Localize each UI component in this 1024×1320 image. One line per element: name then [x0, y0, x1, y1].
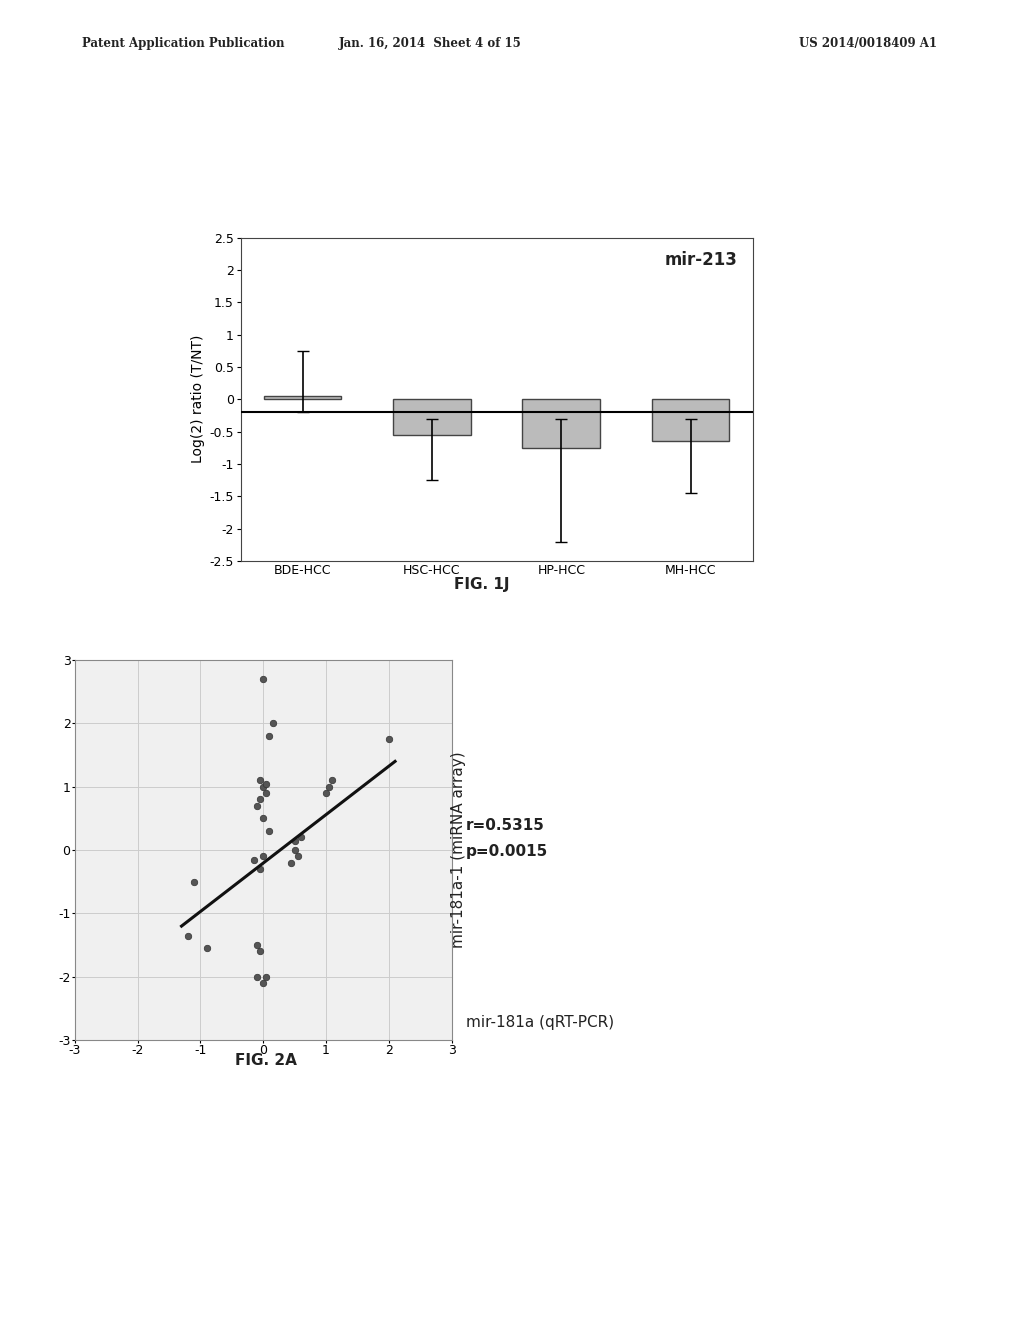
Text: r=0.5315: r=0.5315 [466, 817, 545, 833]
Point [258, 966, 274, 987]
Bar [393, 400, 471, 434]
Point [252, 858, 268, 879]
Point [255, 808, 271, 829]
Point [287, 840, 303, 861]
Text: FIG. 2A: FIG. 2A [236, 1053, 297, 1068]
Point [293, 826, 309, 847]
Text: Patent Application Publication: Patent Application Publication [82, 37, 285, 50]
Point [261, 726, 278, 747]
Point [179, 925, 196, 946]
Text: mir-213: mir-213 [665, 251, 737, 268]
Text: p=0.0015: p=0.0015 [466, 843, 548, 859]
Text: mir-181a (qRT-PCR): mir-181a (qRT-PCR) [466, 1015, 614, 1031]
Bar [652, 400, 729, 441]
Y-axis label: Log(2) ratio (T/NT): Log(2) ratio (T/NT) [191, 335, 205, 463]
Point [255, 846, 271, 867]
Point [324, 770, 340, 791]
Text: mir-181a-1 (miRNA array): mir-181a-1 (miRNA array) [452, 752, 466, 948]
Point [258, 783, 274, 804]
Point [252, 941, 268, 962]
Point [255, 973, 271, 994]
Point [255, 668, 271, 689]
Point [261, 821, 278, 842]
Point [252, 770, 268, 791]
Point [317, 783, 334, 804]
Point [255, 776, 271, 797]
Text: Jan. 16, 2014  Sheet 4 of 15: Jan. 16, 2014 Sheet 4 of 15 [339, 37, 521, 50]
Point [381, 729, 397, 750]
Point [186, 871, 203, 892]
Point [287, 830, 303, 851]
Point [199, 937, 215, 958]
Point [321, 776, 337, 797]
Point [264, 713, 281, 734]
Point [249, 935, 265, 956]
Point [252, 789, 268, 810]
Point [249, 795, 265, 816]
Point [246, 849, 262, 870]
Bar [522, 400, 600, 447]
Point [258, 774, 274, 795]
Point [249, 966, 265, 987]
Point [284, 853, 300, 874]
Text: US 2014/0018409 A1: US 2014/0018409 A1 [799, 37, 937, 50]
Text: FIG. 1J: FIG. 1J [454, 577, 509, 591]
Bar [264, 396, 341, 400]
Point [290, 846, 306, 867]
